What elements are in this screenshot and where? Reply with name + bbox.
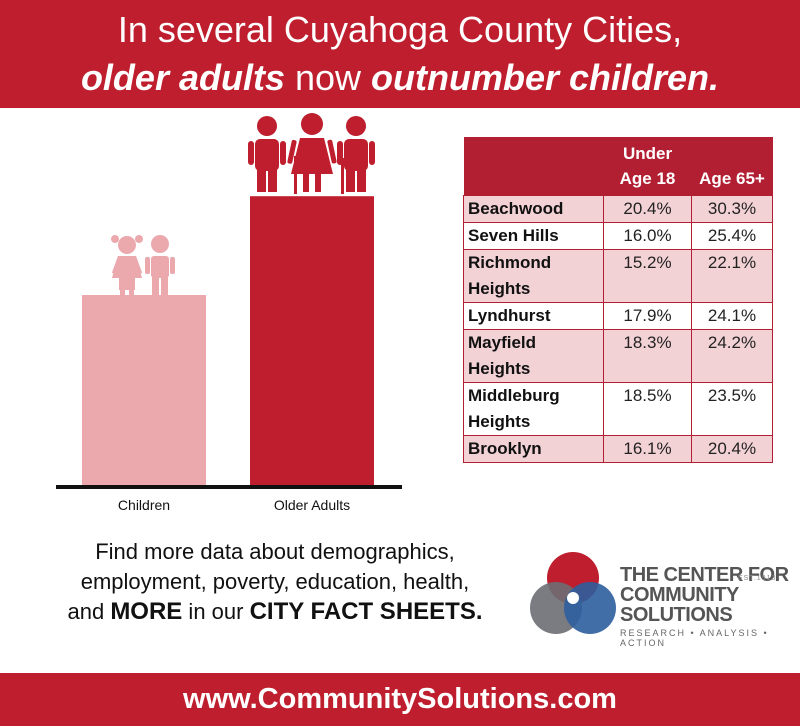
bar-older-adults <box>250 196 374 485</box>
organization-name: THE CENTER FOR EST.1913 COMMUNITY SOLUTI… <box>620 565 800 648</box>
table-cell-under-18: 16.1% <box>603 435 692 463</box>
table-cell-city: Lyndhurst <box>463 302 604 330</box>
table-row: Beachwood 20.4% 30.3% <box>463 195 773 223</box>
footer-banner: www.CommunitySolutions.com <box>0 673 800 726</box>
table-cell-65-plus: 20.4% <box>691 435 773 463</box>
bar-chart: Children Older Adults <box>56 113 402 513</box>
org-name-line-2: COMMUNITY SOLUTIONS <box>620 584 739 626</box>
x-tick-label: Older Adults <box>274 497 350 513</box>
table-header-under-18: Under Age 18 <box>603 137 692 196</box>
cta-more: MORE <box>110 598 183 625</box>
organization-logo <box>530 552 616 634</box>
headline-line-2: older adults now outnumber children. <box>0 56 800 100</box>
table-cell-under-18: 16.0% <box>603 222 692 250</box>
x-tick-label: Children <box>118 497 170 513</box>
headline-period: . <box>709 57 720 98</box>
cta-line-3: and MORE in our CITY FACT SHEETS. <box>20 597 530 627</box>
table-cell-65-plus: 24.1% <box>691 302 773 330</box>
headline-emphasis-older-adults: older adults <box>80 57 285 98</box>
table-cell-65-plus: 25.4% <box>691 222 773 250</box>
cta-line-1: Find more data about demographics, <box>95 539 455 564</box>
cta-and: and <box>67 599 111 624</box>
header-banner: In several Cuyahoga County Cities, older… <box>0 0 800 108</box>
table-cell-city: Mayfield Heights <box>463 329 604 383</box>
table-body: Beachwood 20.4% 30.3% Seven Hills 16.0% 25.4%… <box>463 195 773 463</box>
table-row: Mayfield Heights 18.3% 24.2% <box>463 329 773 383</box>
table-row: Brooklyn 16.1% 20.4% <box>463 435 773 463</box>
org-name-line-1: THE CENTER FOR <box>620 564 789 586</box>
table-cell-city: Brooklyn <box>463 435 604 463</box>
children-icon <box>111 235 175 300</box>
table-cell-city: Seven Hills <box>463 222 604 250</box>
table-header-65-plus: Age 65+ <box>691 137 773 196</box>
table-row: Lyndhurst 17.9% 24.1% <box>463 302 773 330</box>
table-cell-city: Beachwood <box>463 195 604 223</box>
table-cell-under-18: 20.4% <box>603 195 692 223</box>
table-cell-city: Middleburg Heights <box>463 382 604 436</box>
table-header-row: Under Age 18 Age 65+ <box>463 137 773 196</box>
headline-emphasis-outnumber: outnumber children <box>371 57 710 98</box>
headline-text-now: now <box>284 57 372 98</box>
table-cell-under-18: 18.5% <box>603 382 692 436</box>
cta-line-2: employment, poverty, education, health, <box>80 569 470 594</box>
table-cell-65-plus: 22.1% <box>691 249 773 303</box>
table-header-city <box>463 137 604 196</box>
headline-line-1: In several Cuyahoga County Cities, <box>117 9 683 50</box>
table-cell-under-18: 17.9% <box>603 302 692 330</box>
table-cell-under-18: 18.3% <box>603 329 692 383</box>
table-cell-65-plus: 30.3% <box>691 195 773 223</box>
cta-in-our: in our <box>182 599 250 624</box>
org-tagline: RESEARCH • ANALYSIS • ACTION <box>620 628 769 648</box>
org-established: EST.1913 <box>738 575 777 582</box>
table-cell-under-18: 15.2% <box>603 249 692 303</box>
cta-fact-sheets: CITY FACT SHEETS. <box>249 598 483 625</box>
table-row: Richmond Heights 15.2% 22.1% <box>463 249 773 303</box>
table-cell-city: Richmond Heights <box>463 249 604 303</box>
bar-children <box>82 295 206 485</box>
table-row: Middleburg Heights 18.5% 23.5% <box>463 382 773 436</box>
chart-bars <box>82 196 374 485</box>
table-cell-65-plus: 24.2% <box>691 329 773 383</box>
chart-x-labels: Children Older Adults <box>118 497 350 513</box>
call-to-action: Find more data about demographics, emplo… <box>20 537 530 627</box>
table-cell-65-plus: 23.5% <box>691 382 773 436</box>
city-age-table: Under Age 18 Age 65+ Beachwood 20.4% 30.3%… <box>463 137 773 463</box>
older-adults-icon <box>248 113 375 194</box>
website-link[interactable]: www.CommunitySolutions.com <box>183 683 617 715</box>
table-row: Seven Hills 16.0% 25.4% <box>463 222 773 250</box>
